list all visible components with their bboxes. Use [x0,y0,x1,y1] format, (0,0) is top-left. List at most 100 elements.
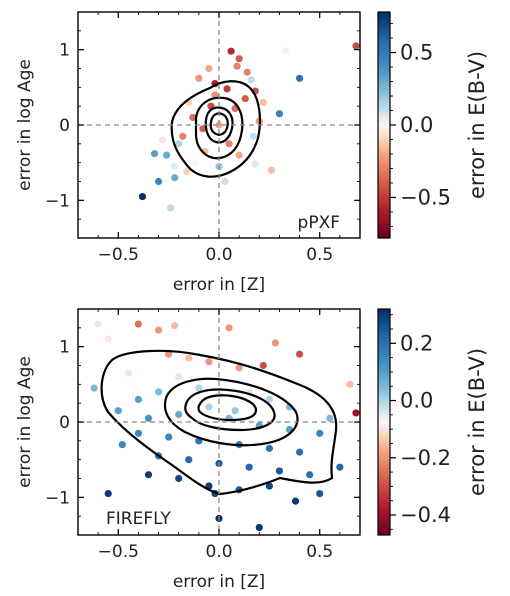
ppxf-point-40 [183,168,191,176]
ppxf-point-8 [275,110,284,118]
ppxf-point-38 [259,98,267,106]
firefly-point-12 [94,320,102,328]
ppxf-point-42 [211,91,219,99]
firefly-point-55 [104,489,112,498]
ppxf-colorbar [377,11,391,239]
firefly-point-24 [124,369,132,377]
firefly-cbar-tick-label-0: −0.4 [400,503,451,527]
firefly-point-3 [225,324,233,332]
firefly-point-0 [134,320,143,328]
ppxf-point-19 [251,160,259,168]
firefly-annotation: FIREFLY [106,509,171,529]
firefly-point-38 [295,448,304,456]
ppxf-point-7 [221,177,229,186]
ppxf-cbar-tick-label-2: 0.5 [400,41,433,65]
firefly-point-37 [265,444,273,452]
firefly-point-27 [175,410,183,419]
firefly-point-4 [259,361,267,370]
ppxf-ytick-label-1: 0 [59,116,70,136]
firefly-contour-core [197,394,258,422]
firefly-point-25 [114,407,122,415]
firefly-point-42 [245,463,253,471]
ppxf-point-14 [233,62,241,70]
firefly-colorbar-label: error in E(B-V) [465,348,489,496]
firefly-point-23 [154,388,163,396]
firefly-point-51 [336,463,344,471]
firefly-point-58 [231,407,239,415]
firefly-colorbar [377,308,391,536]
firefly-point-34 [165,433,173,441]
ppxf-xtick-label-2: 0.5 [306,245,333,265]
ppxf-annotation: pPXF [298,213,340,233]
ppxf-point-27 [225,140,233,148]
firefly-point-16 [235,364,243,372]
firefly-contour-inner [184,388,276,432]
ppxf-point-37 [175,140,183,148]
ppxf-colorbar-label: error in E(B-V) [465,51,489,199]
firefly-point-10 [90,384,98,392]
firefly-point-18 [195,384,203,392]
ppxf-xtick-label-0: −0.5 [98,245,139,265]
firefly-point-1 [154,326,163,334]
ppxf-point-9 [295,74,304,82]
ppxf-point-3 [150,150,159,158]
firefly-point-26 [144,414,153,422]
firefly-point-13 [165,350,173,358]
firefly-cbar-tick-label-3: 0.2 [400,331,433,355]
ppxf-point-13 [235,55,243,63]
ppxf-contours [170,80,261,178]
firefly-point-56 [316,489,324,498]
ppxf-point-6 [167,204,175,212]
firefly-colorbar-ticks: −0.4 −0.2 0.0 0.2 [390,314,451,530]
firefly-ytick-label-1: 0 [59,413,70,433]
ppxf-xtick-label-1: 0.0 [205,245,232,265]
firefly-point-9 [104,335,112,343]
firefly-point-8 [352,409,360,417]
firefly-ticks: −0.5 0.0 0.5 −1 0 1 [45,308,361,562]
firefly-cbar-tick-label-1: −0.2 [400,446,451,470]
firefly-point-44 [306,471,314,479]
ppxf-point-20 [179,132,187,140]
firefly-point-6 [271,339,279,347]
firefly-point-52 [291,497,300,505]
firefly-point-21 [265,395,273,403]
firefly-ylabel: error in log Age [15,356,35,488]
panel-ppxf: −0.5 0.0 0.5 −1 0 1 pPXF error in [Z] error i… [15,11,489,295]
firefly-point-48 [265,482,273,490]
firefly-point-40 [185,456,193,464]
ppxf-point-17 [247,76,255,84]
ppxf-point-12 [227,47,235,55]
firefly-contour-mid [163,377,299,447]
firefly-point-11 [134,395,143,403]
ppxf-point-1 [154,177,163,186]
firefly-cbar-tick-label-2: 0.0 [400,389,433,413]
ppxf-point-30 [191,159,199,167]
firefly-point-45 [175,474,183,483]
ppxf-contour-core [209,112,229,136]
ppxf-point-29 [235,151,243,159]
ppxf-colorbar-ticks: −0.5 0.0 0.5 [390,23,451,227]
ppxf-point-31 [249,132,257,140]
ppxf-point-15 [205,64,213,73]
ppxf-point-2 [171,174,179,182]
firefly-contour-outer [100,349,338,496]
firefly-xlabel: error in [Z] [173,572,265,592]
ppxf-point-22 [241,95,249,103]
ppxf-point-5 [171,162,179,171]
ppxf-cbar-tick-label-0: −0.5 [400,185,451,209]
ppxf-contour-outer [170,80,261,178]
firefly-ytick-label-2: 1 [59,338,70,358]
firefly-point-33 [134,429,143,437]
firefly-xtick-label-2: 0.5 [306,542,333,562]
ppxf-point-41 [243,68,251,76]
firefly-point-5 [295,350,304,358]
firefly-ytick-label-0: −1 [45,488,70,508]
ppxf-cbar-tick-label-1: 0.0 [400,113,433,137]
firefly-contours [100,349,338,496]
ppxf-ylabel: error in log Age [15,59,35,191]
ppxf-point-16 [195,74,203,82]
ppxf-ticks: −0.5 0.0 0.5 −1 0 1 [45,11,361,265]
ppxf-point-0 [138,192,147,201]
firefly-point-31 [316,429,324,437]
